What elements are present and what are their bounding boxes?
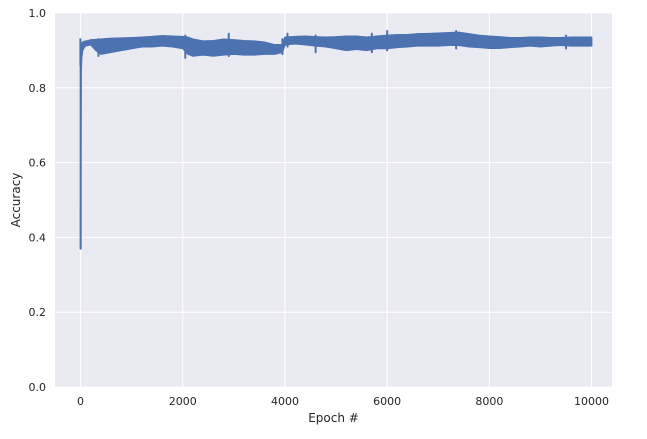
y-tick-label: 0.6	[29, 157, 47, 170]
x-tick-label: 4000	[271, 395, 299, 408]
y-tick-label: 0.4	[29, 231, 47, 244]
y-tick-label: 0.8	[29, 82, 47, 95]
grid-lines	[55, 12, 612, 388]
y-tick-label: 0.2	[29, 306, 47, 319]
x-axis-ticks: 0 2000 4000 6000 8000 10000	[77, 395, 609, 408]
y-tick-label: 0.0	[29, 381, 47, 394]
x-tick-label: 0	[77, 395, 84, 408]
y-axis-ticks: 0.0 0.2 0.4 0.6 0.8 1.0	[29, 7, 47, 394]
x-tick-label: 6000	[373, 395, 401, 408]
x-tick-label: 10000	[574, 395, 609, 408]
series-layer	[79, 29, 593, 250]
x-axis-label: Epoch #	[308, 411, 359, 425]
x-tick-label: 8000	[475, 395, 503, 408]
series-noise-0	[81, 33, 593, 57]
y-axis-label: Accuracy	[9, 173, 23, 228]
plot-area	[55, 13, 612, 387]
x-tick-label: 2000	[169, 395, 197, 408]
y-tick-label: 1.0	[29, 7, 47, 20]
